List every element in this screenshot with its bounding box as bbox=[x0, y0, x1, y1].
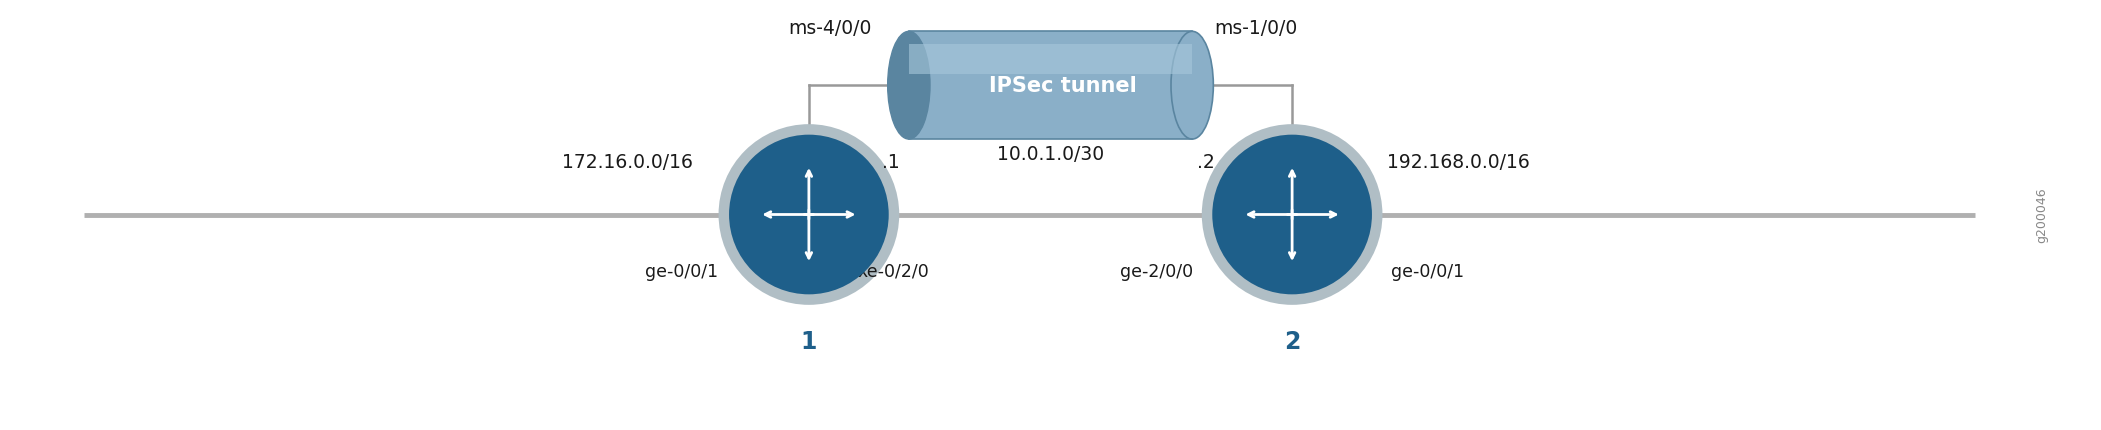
Text: ge-0/0/1: ge-0/0/1 bbox=[645, 262, 719, 280]
Text: 10.0.1.0/30: 10.0.1.0/30 bbox=[998, 144, 1103, 163]
Text: ms-1/0/0: ms-1/0/0 bbox=[1214, 18, 1298, 37]
Text: 172.16.0.0/16: 172.16.0.0/16 bbox=[563, 153, 693, 172]
Ellipse shape bbox=[887, 32, 931, 140]
Text: ge-0/0/1: ge-0/0/1 bbox=[1391, 262, 1464, 280]
Text: xe-0/2/0: xe-0/2/0 bbox=[857, 262, 929, 280]
Text: ge-2/0/0: ge-2/0/0 bbox=[1120, 262, 1193, 280]
Text: 2: 2 bbox=[1284, 329, 1301, 353]
Ellipse shape bbox=[729, 135, 889, 295]
Ellipse shape bbox=[719, 125, 899, 305]
Ellipse shape bbox=[1170, 32, 1214, 140]
Text: .2: .2 bbox=[1198, 153, 1214, 172]
Text: g200046: g200046 bbox=[2036, 187, 2048, 243]
Bar bbox=[910, 32, 1191, 140]
Ellipse shape bbox=[1202, 125, 1382, 305]
Text: .1: .1 bbox=[882, 153, 899, 172]
Text: IPSec tunnel: IPSec tunnel bbox=[990, 76, 1137, 96]
Bar bbox=[910, 45, 1191, 75]
Ellipse shape bbox=[1212, 135, 1372, 295]
Text: 1: 1 bbox=[800, 329, 817, 353]
Text: 192.168.0.0/16: 192.168.0.0/16 bbox=[1387, 153, 1530, 172]
Text: ms-4/0/0: ms-4/0/0 bbox=[788, 18, 872, 37]
